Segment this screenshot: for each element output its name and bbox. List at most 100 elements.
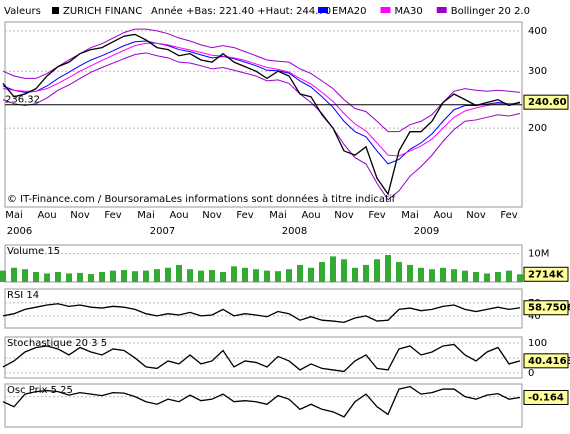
volume-bar — [363, 264, 369, 282]
x-tick-label: Mai — [269, 210, 287, 221]
volume-bar — [88, 274, 94, 282]
y-tick-label: 0 — [528, 368, 534, 379]
legend-label: MA30 — [395, 6, 423, 17]
volume-bar — [308, 267, 314, 282]
volume-bar — [264, 270, 270, 282]
value-box — [523, 389, 569, 405]
y-tick-label: 40 — [528, 311, 541, 322]
value-box-label: 58.7506 — [528, 303, 570, 314]
volume-bar — [165, 267, 171, 282]
volume-bar — [341, 259, 347, 282]
volume-bar — [374, 259, 380, 282]
volume-bar — [209, 270, 215, 282]
bollinger-lower — [2, 52, 521, 201]
x-tick-label: Nov — [466, 210, 486, 221]
volume-bar — [77, 272, 83, 282]
x-tick-label: Nov — [202, 210, 222, 221]
x-tick-label: Mai — [137, 210, 155, 221]
volume-bar — [517, 274, 523, 282]
volume-bar — [143, 270, 149, 282]
volume-bar — [110, 270, 116, 282]
volume-bar — [253, 269, 259, 282]
symbol-icon — [52, 7, 59, 14]
value-box — [523, 300, 569, 316]
legend-label: Bollinger 20 2.0 — [451, 6, 530, 17]
legend-swatch — [318, 7, 328, 13]
panel-frame — [4, 288, 523, 329]
panel-frame — [4, 21, 523, 208]
volume-bar — [484, 273, 490, 282]
bollinger-upper — [2, 28, 521, 133]
volume-bar — [231, 266, 237, 282]
value-line — [2, 33, 521, 196]
volume-bar — [11, 267, 17, 282]
panel-frame — [4, 383, 523, 428]
value-box — [523, 94, 569, 110]
panel-title: Osc Prix 5 25 — [7, 385, 73, 396]
volume-bar — [275, 271, 281, 282]
volume-bar — [319, 262, 325, 282]
volume-bar — [330, 256, 336, 282]
volume-bar — [99, 272, 105, 282]
year-label: 2006 — [7, 226, 32, 237]
volume-bar — [187, 269, 193, 282]
x-tick-label: Aou — [433, 210, 452, 221]
x-tick-label: Fev — [104, 210, 121, 221]
legend-swatch — [436, 7, 447, 13]
y-tick-label: 300 — [528, 66, 547, 77]
x-tick-label: Fev — [236, 210, 253, 221]
value-box — [523, 266, 569, 282]
header-label: Valeurs — [4, 6, 41, 17]
panel-title: Stochastique 20 3 5 — [7, 338, 107, 349]
volume-bar — [429, 269, 435, 282]
volume-bar — [440, 267, 446, 282]
value-box — [523, 353, 569, 369]
volume-bar — [396, 262, 402, 282]
legend-swatch — [380, 7, 391, 13]
x-tick-label: Aou — [301, 210, 320, 221]
volume-bar — [352, 267, 358, 282]
volume-bar — [286, 269, 292, 282]
x-tick-label: Fev — [368, 210, 385, 221]
volume-bar — [220, 272, 226, 282]
x-tick-label: Aou — [169, 210, 188, 221]
volume-bar — [462, 270, 468, 282]
y-tick-label: 10M — [528, 249, 549, 260]
volume-bar — [132, 271, 138, 282]
legend-label: EMA20 — [332, 6, 367, 17]
value-line — [2, 385, 521, 418]
volume-bar — [506, 270, 512, 282]
value-line — [2, 303, 521, 324]
year-label: 2008 — [282, 226, 307, 237]
volume-bar — [385, 254, 391, 282]
volume-bar — [473, 272, 479, 282]
panel-title: RSI 14 — [7, 290, 39, 301]
panel-title: Volume 15 — [7, 246, 60, 257]
y-tick-label: 400 — [528, 26, 547, 37]
volume-bar — [44, 273, 50, 282]
year-label: 2007 — [150, 226, 175, 237]
volume-bar — [33, 272, 39, 282]
value-box-label: 40.4163 — [528, 356, 570, 367]
x-tick-label: Mai — [401, 210, 419, 221]
x-tick-label: Nov — [334, 210, 354, 221]
indicator-line — [2, 42, 521, 157]
volume-bar — [176, 264, 182, 282]
volume-bar — [407, 264, 413, 282]
year-label: 2009 — [414, 226, 439, 237]
volume-bar — [66, 273, 72, 282]
source-note: © IT-Finance.com / BoursoramaLes informa… — [7, 193, 396, 205]
volume-bar — [55, 272, 61, 282]
volume-bar — [242, 267, 248, 282]
volume-bar — [451, 269, 457, 282]
indicator-line — [2, 40, 521, 165]
value-box-label: 2714K — [528, 269, 565, 280]
volume-bar — [495, 272, 501, 282]
volume-bar — [297, 264, 303, 282]
panel-frame — [4, 336, 523, 379]
y-tick-label: 100 — [528, 338, 547, 349]
level-label: 236.32 — [5, 95, 40, 106]
x-tick-label: Nov — [70, 210, 90, 221]
x-tick-label: Mai — [5, 210, 23, 221]
